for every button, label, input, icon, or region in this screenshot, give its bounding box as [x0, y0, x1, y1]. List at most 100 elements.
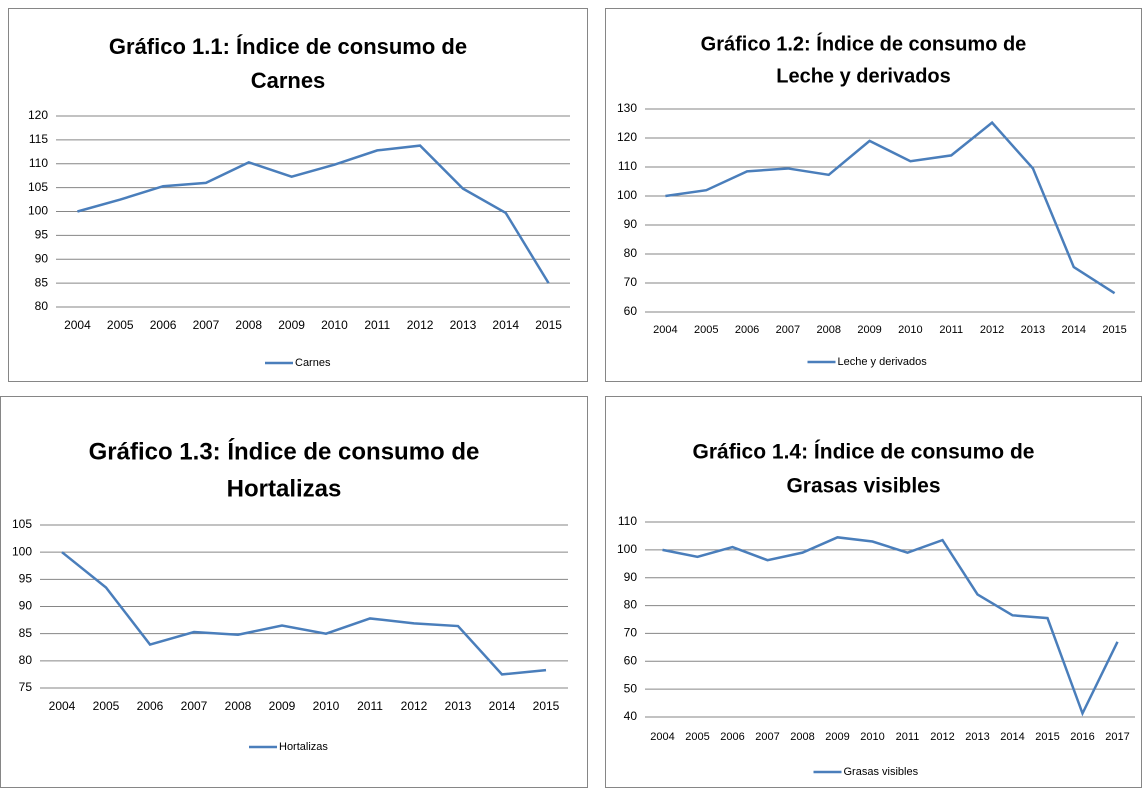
x-tick-label: 2008 [225, 699, 252, 713]
y-tick-label: 90 [624, 217, 638, 231]
x-tick-label: 2004 [49, 699, 76, 713]
x-tick-label: 2006 [150, 318, 177, 332]
y-tick-label: 85 [19, 626, 33, 640]
legend-label: Carnes [295, 357, 331, 369]
chart-title: Carnes [251, 68, 326, 93]
chart-frame [605, 396, 1142, 788]
x-tick-label: 2005 [93, 699, 120, 713]
x-tick-label: 2014 [1000, 731, 1024, 743]
chart: Gráfico 1.2: Índice de consumo de Leche y… [605, 8, 1142, 382]
x-tick-label: 2014 [1062, 324, 1086, 336]
x-tick-label: 2008 [790, 731, 814, 743]
x-tick-label: 2005 [107, 318, 134, 332]
y-tick-label: 130 [617, 101, 637, 115]
legend-label: Leche y derivados [838, 356, 928, 368]
y-tick-label: 80 [624, 246, 638, 260]
data-line [662, 536, 1119, 717]
x-tick-label: 2010 [321, 318, 348, 332]
y-tick-label: 40 [624, 709, 638, 723]
x-tick-label: 2009 [278, 318, 305, 332]
x-tick-label: 2008 [235, 318, 262, 332]
x-tick-label: 2013 [1021, 324, 1045, 336]
x-tick-label: 2013 [450, 318, 477, 332]
x-tick-label: 2006 [735, 324, 759, 336]
x-tick-label: 2015 [533, 699, 560, 713]
chart-frame [605, 8, 1142, 382]
x-tick-label: 2010 [898, 324, 922, 336]
chart-frame [0, 396, 588, 788]
chart: Gráfico 1.4: Índice de consumo de Grasas … [605, 396, 1142, 788]
legend-label: Grasas visibles [844, 766, 919, 778]
y-tick-label: 100 [617, 188, 637, 202]
chart-title: Gráfico 1.2: Índice de consumo de [701, 32, 1027, 55]
chart-title: Gráfico 1.1: Índice de consumo de [109, 34, 467, 59]
x-tick-label: 2007 [776, 324, 800, 336]
x-tick-label: 2005 [694, 324, 718, 336]
x-tick-label: 2014 [489, 699, 516, 713]
y-tick-label: 60 [624, 653, 638, 667]
x-tick-label: 2013 [445, 699, 472, 713]
y-tick-label: 110 [29, 156, 48, 170]
x-tick-label: 2015 [1035, 731, 1059, 743]
y-tick-label: 120 [617, 130, 637, 144]
x-tick-label: 2009 [269, 699, 296, 713]
x-tick-label: 2014 [492, 318, 519, 332]
y-tick-label: 80 [35, 299, 49, 313]
x-tick-label: 2013 [965, 731, 989, 743]
x-tick-label: 2007 [193, 318, 220, 332]
chart-title: Gráfico 1.3: Índice de consumo de [89, 437, 480, 465]
y-tick-label: 105 [28, 180, 48, 194]
chart-title: Gráfico 1.4: Índice de consumo de [693, 441, 1035, 464]
x-tick-label: 2010 [313, 699, 340, 713]
y-tick-label: 80 [624, 598, 638, 612]
y-tick-label: 100 [12, 544, 32, 558]
y-tick-label: 90 [624, 570, 638, 584]
x-tick-label: 2004 [653, 324, 677, 336]
chart: Gráfico 1.1: Índice de consumo de Carnes 8… [8, 8, 588, 382]
x-tick-label: 2008 [817, 324, 841, 336]
y-tick-label: 105 [12, 517, 32, 531]
x-tick-label: 2015 [535, 318, 562, 332]
data-line [665, 120, 1116, 295]
x-tick-label: 2005 [685, 731, 709, 743]
y-tick-label: 100 [617, 542, 637, 556]
y-tick-label: 85 [35, 275, 49, 289]
y-tick-label: 95 [19, 572, 33, 586]
x-tick-label: 2006 [720, 731, 744, 743]
x-tick-label: 2012 [401, 699, 428, 713]
x-tick-label: 2004 [64, 318, 91, 332]
x-tick-label: 2007 [755, 731, 779, 743]
x-tick-label: 2011 [364, 318, 390, 332]
y-tick-label: 75 [19, 680, 33, 694]
x-tick-label: 2007 [181, 699, 208, 713]
x-tick-label: 2012 [980, 324, 1004, 336]
y-tick-label: 115 [29, 132, 48, 146]
x-tick-label: 2016 [1070, 731, 1094, 743]
chart-title: Hortalizas [227, 475, 342, 502]
legend-label: Hortalizas [279, 741, 328, 753]
y-tick-label: 90 [35, 251, 49, 265]
data-line [77, 144, 550, 284]
x-tick-label: 2017 [1105, 731, 1129, 743]
y-tick-label: 120 [28, 108, 48, 122]
y-tick-label: 100 [28, 204, 48, 218]
x-tick-label: 2015 [1102, 324, 1126, 336]
data-line [61, 551, 547, 676]
x-tick-label: 2011 [357, 699, 383, 713]
x-tick-label: 2009 [857, 324, 881, 336]
x-tick-label: 2010 [860, 731, 884, 743]
y-tick-label: 110 [618, 159, 637, 173]
y-tick-label: 90 [19, 599, 33, 613]
y-tick-label: 50 [624, 681, 638, 695]
y-tick-label: 60 [624, 304, 638, 318]
y-tick-label: 95 [35, 228, 49, 242]
y-tick-label: 110 [618, 514, 637, 528]
x-tick-label: 2006 [137, 699, 164, 713]
x-tick-label: 2011 [896, 731, 920, 743]
x-tick-label: 2012 [930, 731, 954, 743]
y-tick-label: 70 [624, 275, 638, 289]
x-tick-label: 2012 [407, 318, 434, 332]
y-tick-label: 80 [19, 653, 33, 667]
chart-title: Leche y derivados [776, 65, 951, 87]
